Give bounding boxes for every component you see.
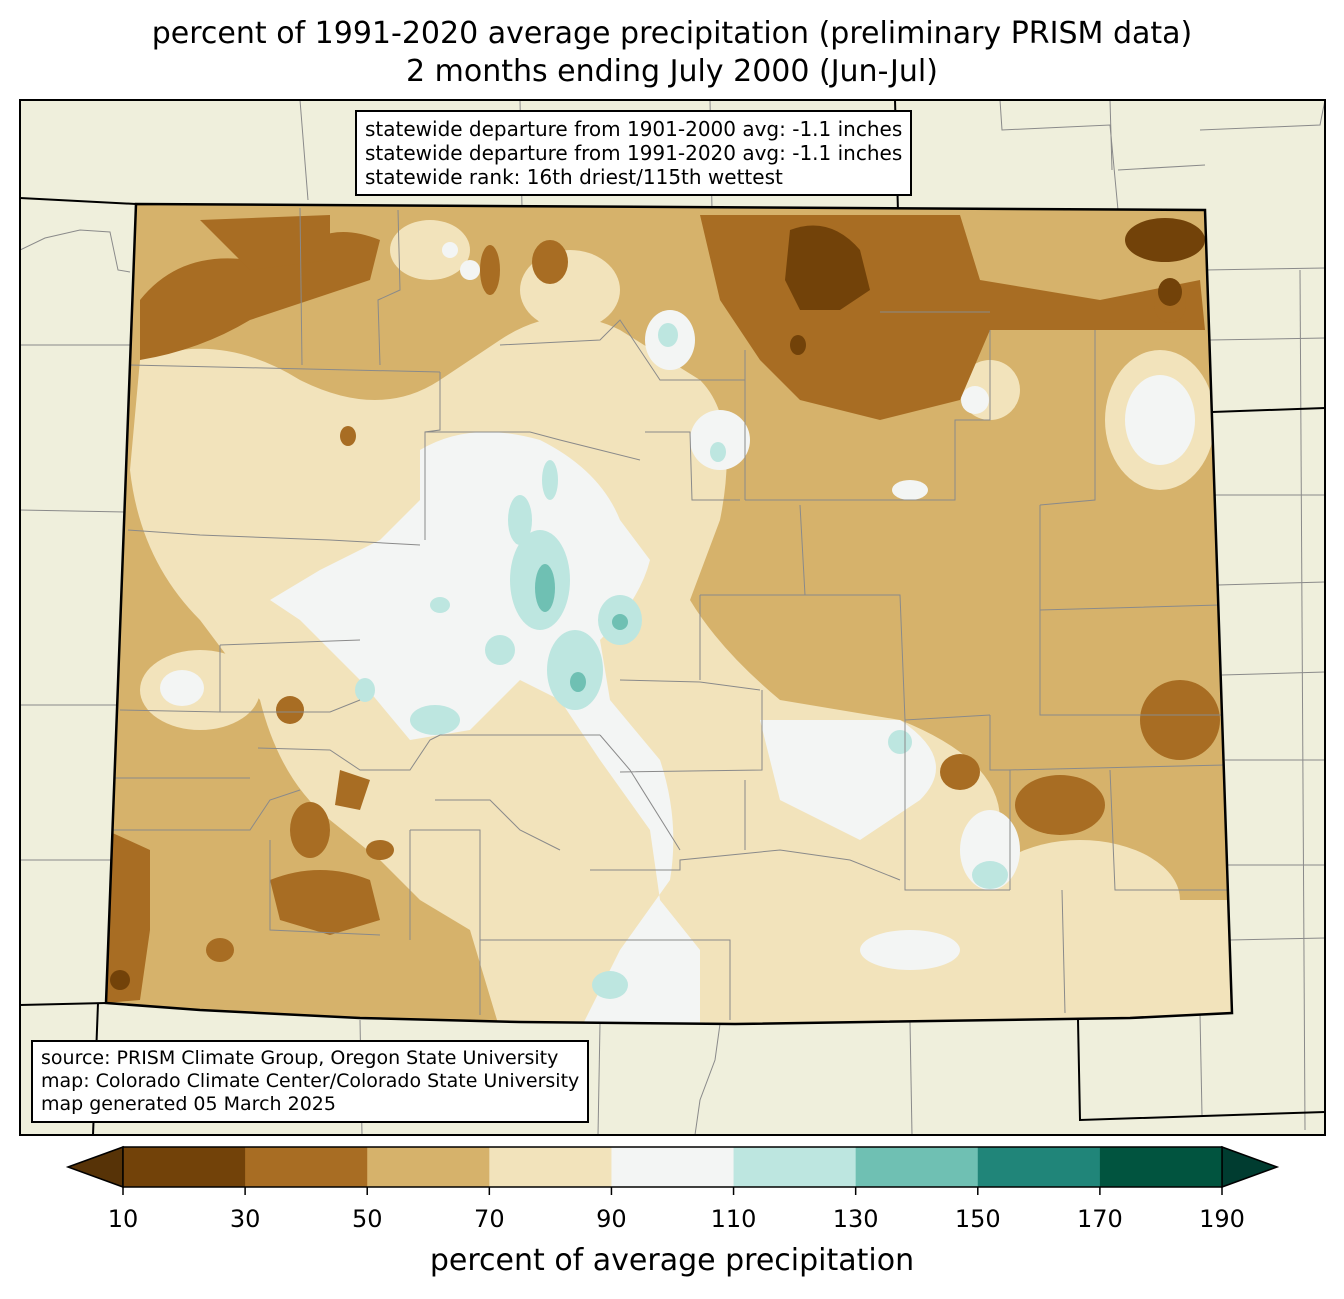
stats-line-2: statewide departure from 1991-2020 avg: … (365, 141, 903, 165)
colorbar-segment (611, 1147, 735, 1187)
colorbar-segment (855, 1147, 979, 1187)
title-line-2: 2 months ending July 2000 (Jun-Jul) (406, 54, 938, 89)
title-line-1: percent of 1991-2020 average precipitati… (151, 16, 1193, 51)
colorbar-under-extend (65, 1145, 124, 1189)
colorbar-segment (123, 1147, 246, 1187)
colorbar-segment (733, 1147, 857, 1187)
colorbar-tick-label: 170 (1076, 1205, 1123, 1233)
colorbar-tick-label: 70 (474, 1205, 505, 1233)
colorbar-segment (977, 1147, 1101, 1187)
map-frame (19, 99, 1326, 1136)
colorbar-tick-label: 190 (1199, 1205, 1245, 1233)
colorado-border (104, 202, 1234, 1026)
colorbar-tick-label: 50 (351, 1205, 383, 1233)
colorbar-over-extend (1221, 1145, 1280, 1189)
colorbar-segment (1099, 1147, 1223, 1187)
colorbar-segment (489, 1147, 612, 1187)
colorbar-tick-label: 90 (596, 1205, 627, 1233)
stats-line-3: statewide rank: 16th driest/115th wettes… (365, 165, 783, 189)
colorbar-tick-label: 130 (832, 1205, 879, 1233)
statewide-stats-box: statewide departure from 1901-2000 avg: … (355, 110, 913, 196)
county-lines (110, 207, 1228, 1020)
colorbar-segment (245, 1147, 368, 1187)
credits-line-1: source: PRISM Climate Group, Oregon Stat… (41, 1047, 559, 1069)
credits-box: source: PRISM Climate Group, Oregon Stat… (31, 1040, 590, 1123)
colorbar-tick-label: 10 (107, 1205, 139, 1233)
colorbar-tick-label: 30 (229, 1205, 261, 1233)
colorbar (65, 1145, 1280, 1195)
colorbar-segment (367, 1147, 490, 1187)
stats-line-1: statewide departure from 1901-2000 avg: … (365, 117, 903, 141)
credits-line-3: map generated 05 March 2025 (41, 1093, 336, 1115)
credits-line-2: map: Colorado Climate Center/Colorado St… (41, 1070, 580, 1092)
precip-field (106, 204, 1232, 1024)
colorbar-outline (122, 1146, 1223, 1188)
colorbar-label: percent of average precipitation (429, 1243, 915, 1278)
colorbar-tick-label: 110 (710, 1205, 757, 1233)
colorbar-tick-label: 150 (954, 1205, 1001, 1233)
